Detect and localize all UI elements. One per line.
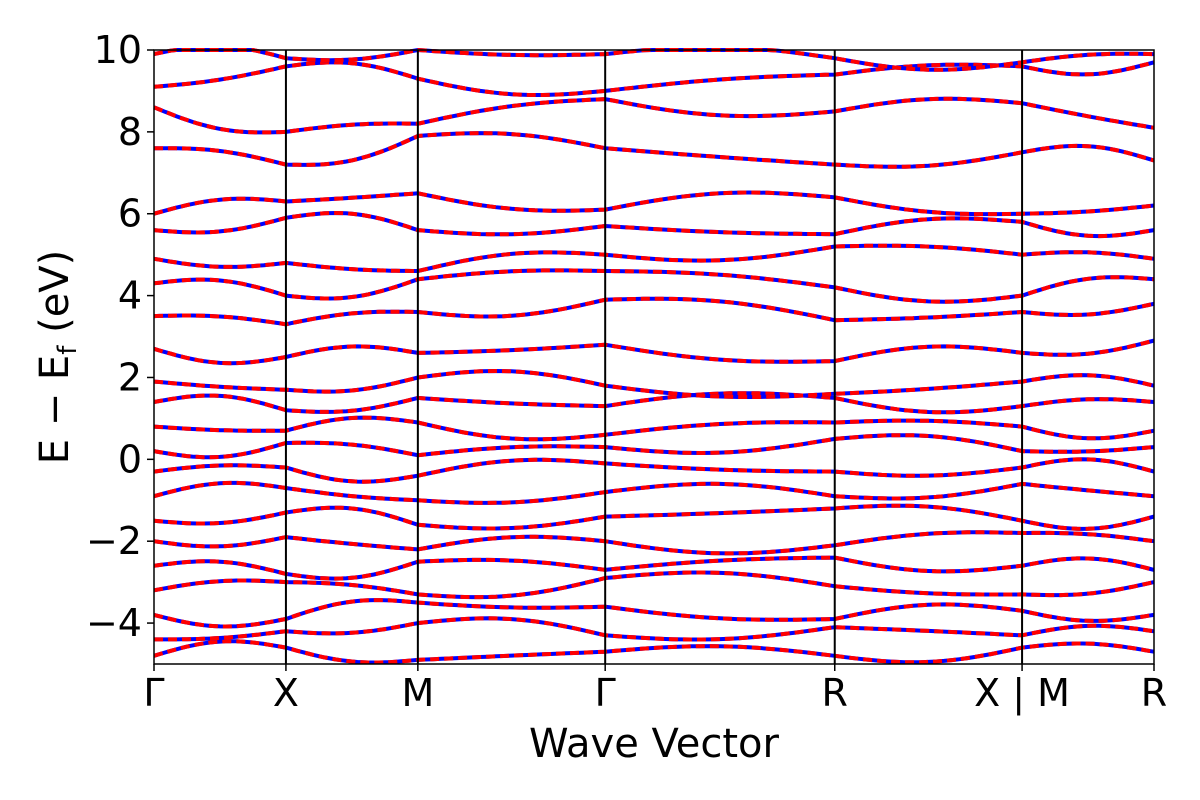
y-tick-label: 2 <box>118 355 142 399</box>
x-axis-title: Wave Vector <box>529 721 780 767</box>
y-tick-label: 8 <box>118 110 142 154</box>
y-tick-label: 10 <box>94 28 142 72</box>
x-tick-label: X | M <box>974 671 1070 716</box>
x-tick-label: Γ <box>595 671 616 715</box>
high-symmetry-lines <box>284 50 1024 664</box>
y-axis-title-subscript: f <box>53 345 83 355</box>
y-tick-label: −4 <box>86 601 142 645</box>
x-axis-ticks: Γ X M Γ R X | M R <box>143 664 1167 716</box>
x-tick-label: X <box>273 671 299 715</box>
x-tick-label: Γ <box>143 671 164 715</box>
x-tick-label: R <box>822 671 848 715</box>
y-axis-title-main: E − E <box>32 355 78 465</box>
x-tick-label: R <box>1141 671 1167 715</box>
y-axis-title-unit: (eV) <box>32 250 78 346</box>
y-tick-label: 6 <box>118 192 142 236</box>
y-axis-ticks: 10 8 6 4 2 0 −2 −4 <box>86 28 154 645</box>
y-axis-title: E − Ef (eV) <box>32 250 83 465</box>
plot-background <box>154 50 1154 664</box>
y-tick-label: 4 <box>118 274 142 318</box>
plot-frame <box>153 49 1155 665</box>
y-tick-label: 0 <box>118 437 142 481</box>
x-tick-label: M <box>401 671 434 715</box>
y-tick-label: −2 <box>86 519 142 563</box>
